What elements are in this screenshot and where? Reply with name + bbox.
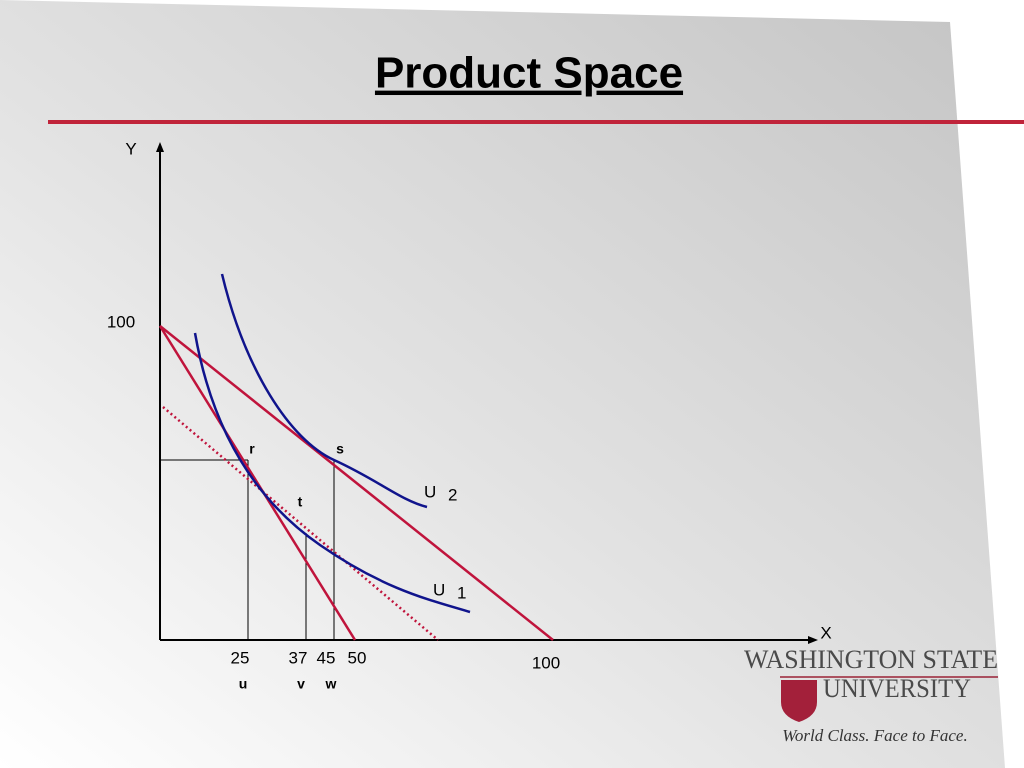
x-arrow	[808, 636, 818, 644]
logo-line2: UNIVERSITY	[823, 674, 971, 703]
indifference-curve	[193, 332, 471, 614]
logo-line1: WASHINGTON STATE	[744, 645, 998, 674]
x-tick-label: 45	[317, 648, 336, 667]
axes	[159, 150, 810, 641]
y-tick-label: 100	[107, 312, 135, 331]
y-arrow	[156, 142, 164, 152]
x-tick-label: 37	[289, 648, 308, 667]
x-tick-label: 100	[532, 653, 560, 672]
point-label: t	[298, 494, 303, 510]
x-tick-label: 50	[348, 648, 367, 667]
logo-shield	[781, 680, 817, 722]
point-label: s	[336, 441, 344, 457]
x-axis-label: X	[820, 623, 831, 642]
point-label: r	[249, 441, 255, 457]
indifference-curve	[220, 273, 428, 509]
quantity-label: u	[239, 676, 248, 692]
curve-subscript: 1	[457, 583, 466, 602]
x-tick-label: 25	[231, 648, 250, 667]
guides	[160, 459, 335, 640]
curve-label: U	[433, 580, 445, 599]
logo-tagline: World Class. Face to Face.	[782, 726, 967, 745]
budget-line	[158, 325, 357, 641]
compensated-budget-line	[162, 406, 439, 641]
quantity-label: v	[297, 676, 305, 692]
curve-label: U	[424, 482, 436, 501]
logo: WASHINGTON STATE UNIVERSITY World Class.…	[744, 645, 998, 745]
y-axis-label: Y	[125, 139, 136, 158]
slide-title: Product Space	[375, 49, 683, 98]
curve-subscript: 2	[448, 485, 457, 504]
quantity-label: w	[325, 676, 337, 692]
budget-line	[159, 325, 554, 641]
